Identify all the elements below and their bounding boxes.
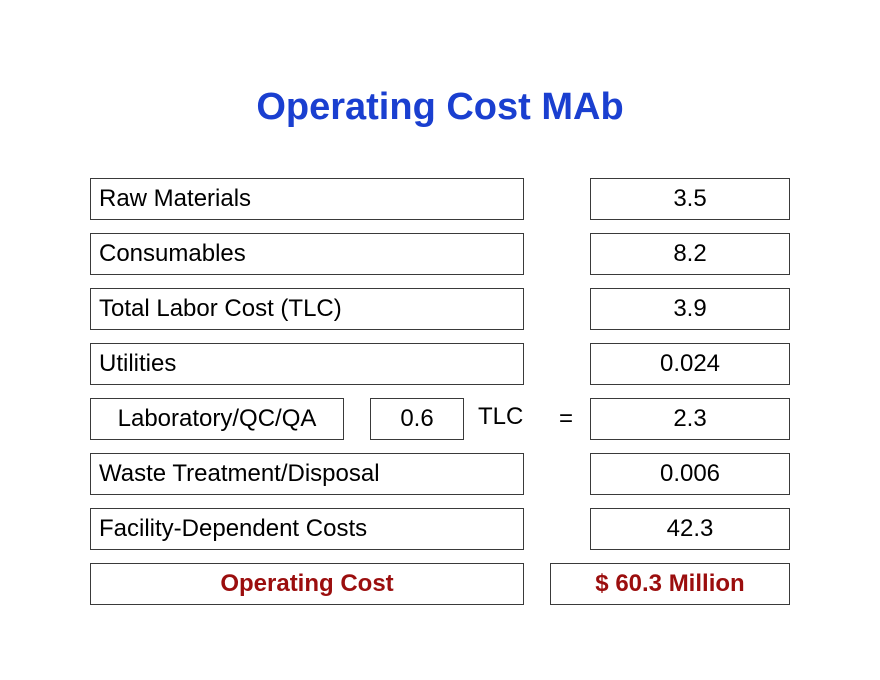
total-label: Operating Cost: [90, 563, 524, 605]
row-label-utilities: Utilities: [90, 343, 524, 385]
row-label-total-labor-cost: Total Labor Cost (TLC): [90, 288, 524, 330]
page-title: Operating Cost MAb: [256, 86, 624, 128]
total-value: $ 60.3 Million: [550, 563, 790, 605]
row-value-consumables: 8.2: [590, 233, 790, 275]
row-value-total-labor-cost: 3.9: [590, 288, 790, 330]
row-value-laboratory-qc-qa: 2.3: [590, 398, 790, 440]
row-value-utilities: 0.024: [590, 343, 790, 385]
row-factor-laboratory: 0.6: [370, 398, 464, 440]
row-label-facility-dependent-costs: Facility-Dependent Costs: [90, 508, 524, 550]
row-value-raw-materials: 3.5: [590, 178, 790, 220]
row-label-consumables: Consumables: [90, 233, 524, 275]
row-value-facility-dependent-costs: 42.3: [590, 508, 790, 550]
row-label-waste-treatment: Waste Treatment/Disposal: [90, 453, 524, 495]
row-value-waste-treatment: 0.006: [590, 453, 790, 495]
row-label-raw-materials: Raw Materials: [90, 178, 524, 220]
row-label-laboratory-qc-qa: Laboratory/QC/QA: [90, 398, 344, 440]
equals-sign: =: [559, 405, 574, 432]
row-factor-unit-tlc: TLC: [478, 403, 524, 430]
